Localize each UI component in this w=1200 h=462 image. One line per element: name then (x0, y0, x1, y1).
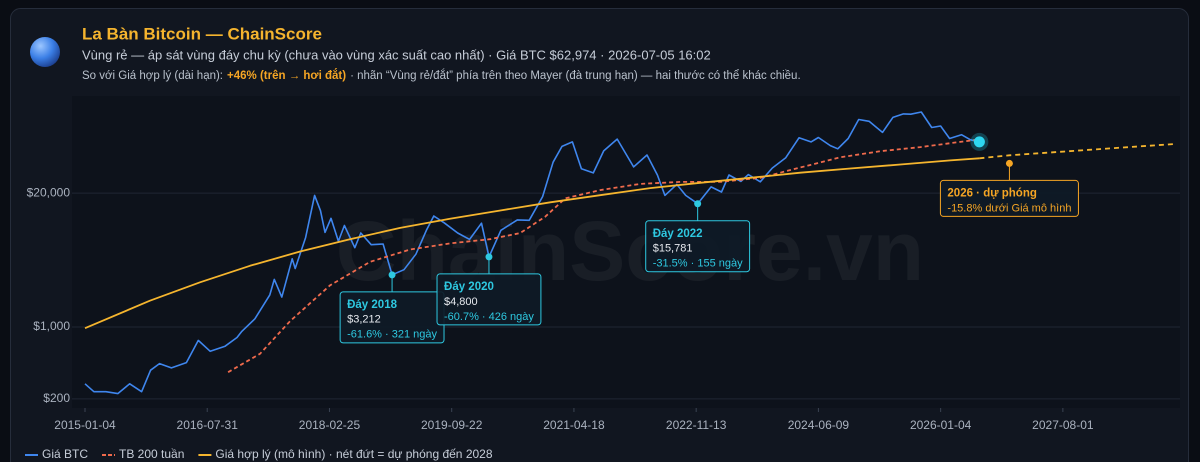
annotation-box (645, 220, 751, 273)
x-tick-label: 2016-07-31 (177, 418, 239, 432)
current-price-dot (973, 136, 985, 148)
logo (30, 37, 60, 67)
annotation-text: -60.7% · 426 ngày (444, 311, 534, 323)
legend-label: Giá hợp lý (mô hình) · nét đứt = dự phón… (215, 447, 492, 461)
chart-title: La Bàn Bitcoin — ChainScore (82, 24, 322, 43)
annotation-title: Đáy 2020 (444, 281, 494, 293)
x-tick-label: 2022-11-13 (666, 418, 727, 432)
x-tick-label: 2024-06-09 (788, 418, 850, 432)
annotation-title: Đáy 2022 (653, 228, 703, 240)
note-text: So với Giá hợp lý (dài hạn): (82, 70, 223, 82)
note-highlight: +46% (trên → hơi đắt) (227, 69, 346, 82)
annotation: Đáy 2018 $3,212 -61.6% · 321 ngày (339, 291, 445, 344)
x-tick-label: 2026-01-04 (910, 418, 972, 432)
annotation: Đáy 2020 $4,800 -60.7% · 426 ngày (436, 273, 542, 326)
annotation: 2026 · dự phóng -15.8% dưới Giá mô hình (939, 179, 1079, 217)
annotation-text: $4,800 (444, 296, 478, 308)
y-tick-label: $200 (43, 391, 70, 405)
y-tick-label: $1,000 (33, 319, 70, 333)
plot-area (72, 96, 1180, 408)
series-line (84, 111, 980, 395)
annotation-text: -15.8% dưới Giá mô hình (947, 202, 1071, 214)
annotation-title: 2026 · dự phóng (947, 187, 1036, 199)
annotation-box (436, 273, 542, 326)
annotation-marker (1005, 159, 1013, 167)
annotation-marker (694, 200, 702, 208)
note-text: · nhãn “Vùng rẻ/đắt” phía trên theo Maye… (350, 69, 801, 82)
annotation-text: -61.6% · 321 ngày (347, 329, 437, 341)
x-tick-label: 2015-01-04 (54, 418, 116, 432)
series-line (227, 139, 976, 373)
subtitle: Vùng rẻ — áp sát vùng đáy chu kỳ (chưa v… (82, 47, 711, 62)
y-tick-label: $20,000 (27, 185, 71, 199)
annotation-text: $3,212 (347, 314, 381, 326)
note: So với Giá hợp lý (dài hạn): +46% (trên →… (82, 69, 801, 82)
x-tick-label: 2027-08-01 (1032, 418, 1094, 432)
watermark: ChainScore.vn (336, 204, 924, 298)
series-line (979, 143, 1175, 160)
annotation-marker (388, 271, 396, 279)
x-tick-label: 2019-09-22 (421, 418, 483, 432)
x-tick-label: 2018-02-25 (299, 418, 361, 432)
legend-label: TB 200 tuần (119, 447, 184, 461)
legend-label: Giá BTC (42, 447, 88, 461)
annotation-box (939, 179, 1079, 217)
annotation-marker (485, 253, 493, 261)
annotation-text: -31.5% · 155 ngày (653, 258, 743, 270)
series-line (84, 157, 980, 330)
annotation-title: Đáy 2018 (347, 299, 397, 311)
x-tick-label: 2021-04-18 (543, 418, 605, 432)
annotation-text: $15,781 (653, 243, 693, 255)
annotation: Đáy 2022 $15,781 -31.5% · 155 ngày (645, 220, 751, 273)
